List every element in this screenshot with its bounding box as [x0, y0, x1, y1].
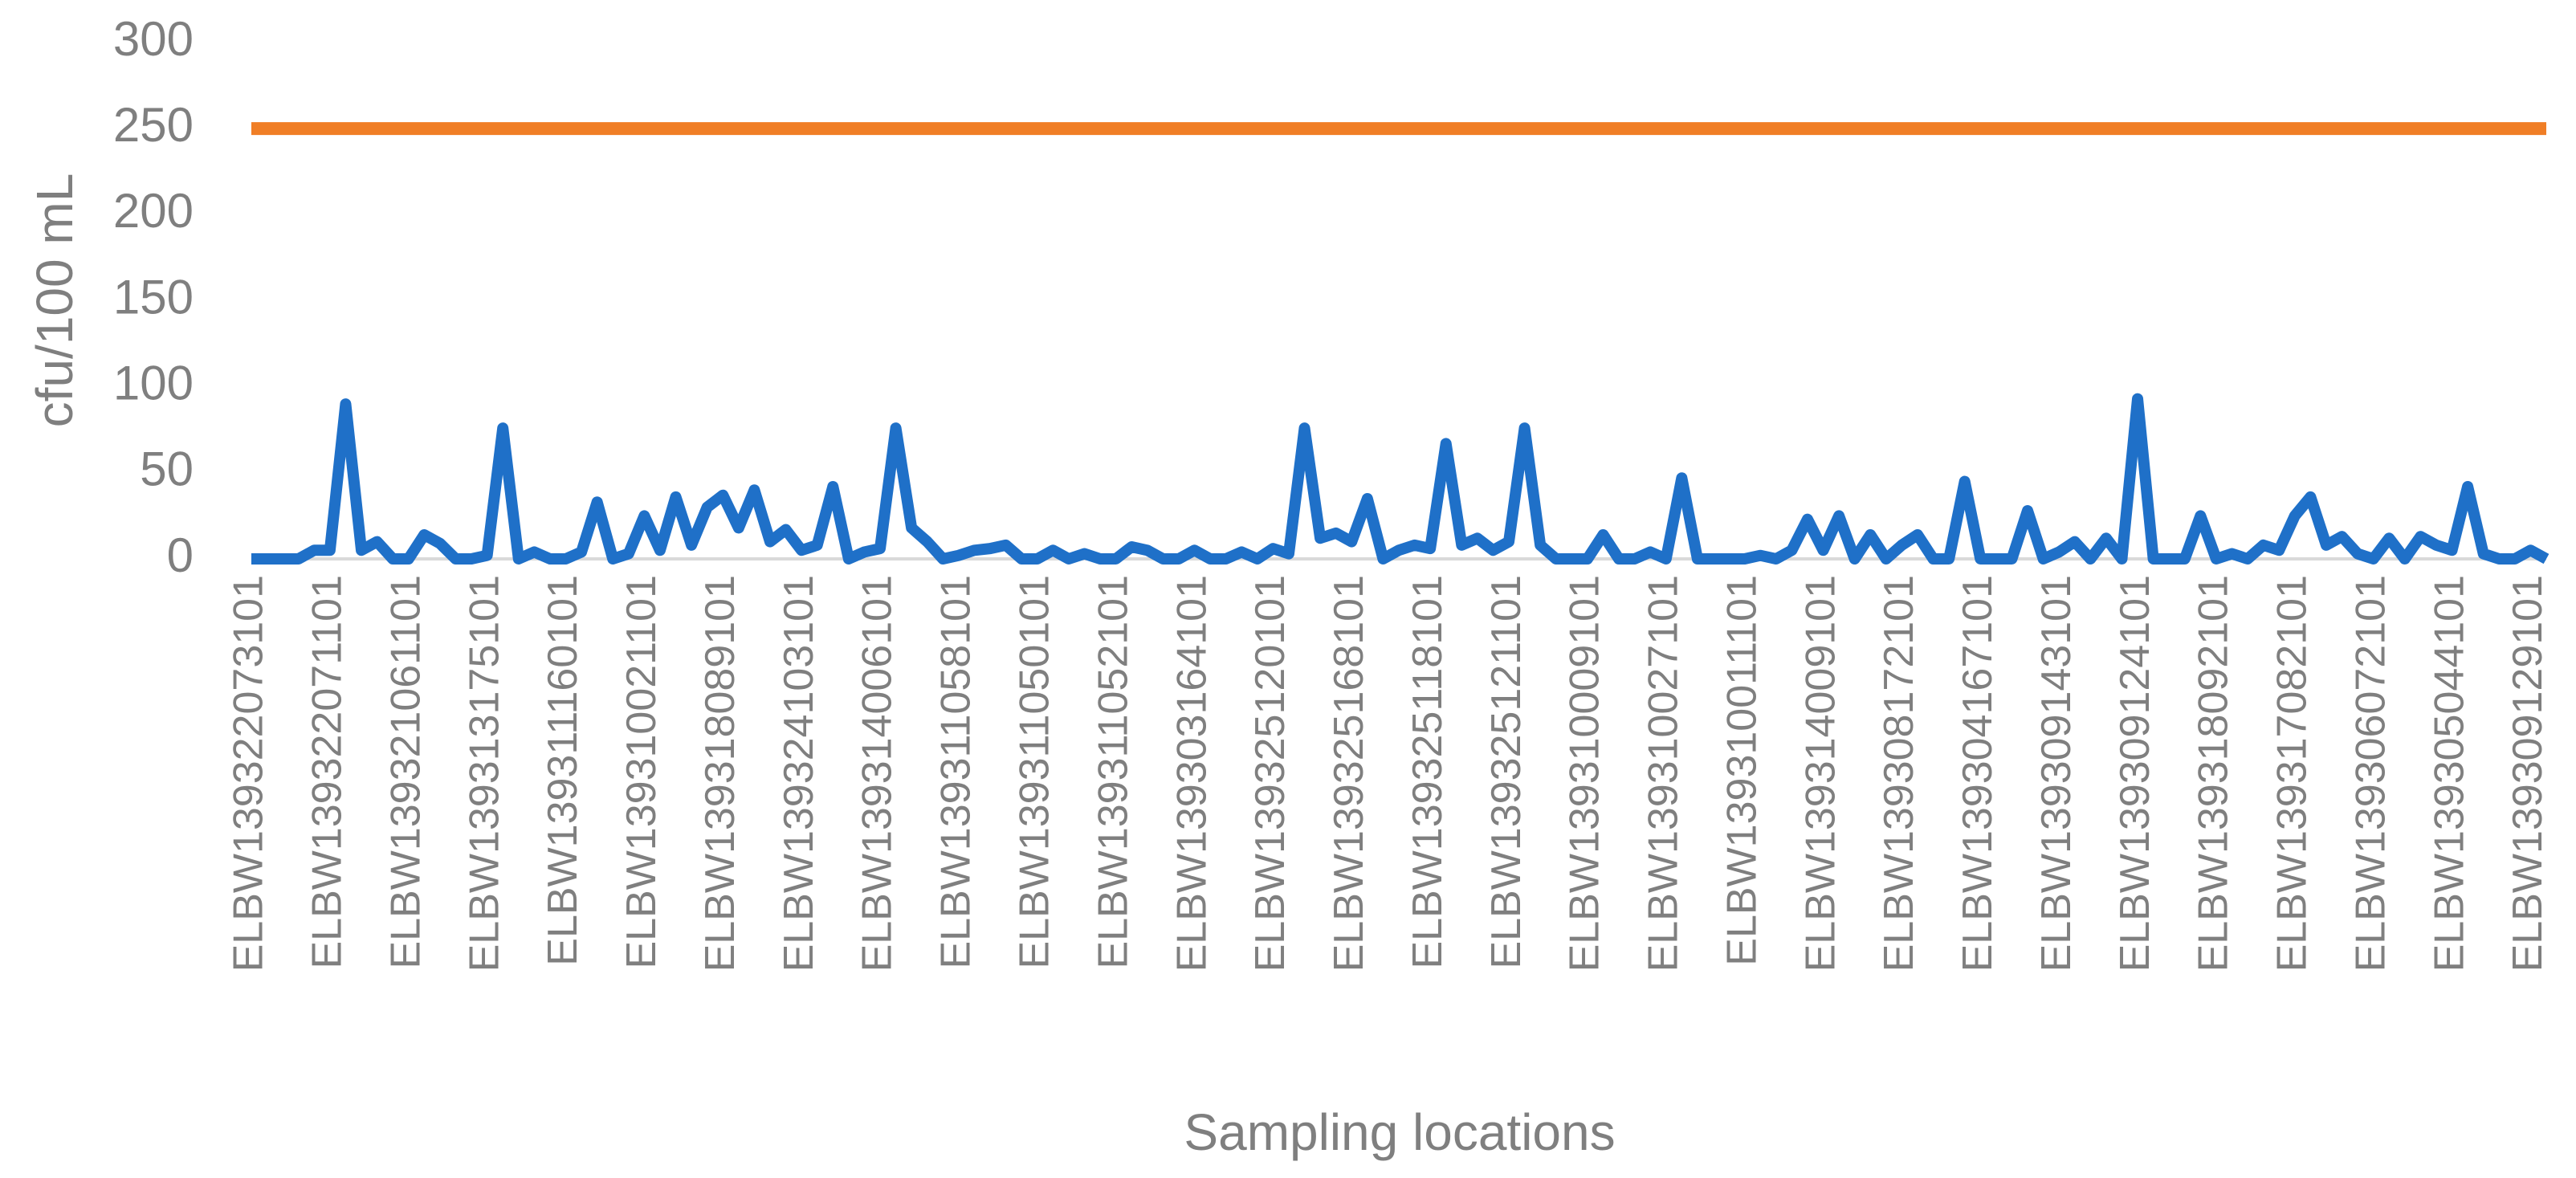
- x-tick-label: ELBW139305044101: [2426, 575, 2472, 972]
- x-tick-label: ELBW139318089101: [697, 575, 744, 972]
- x-tick-label: ELBW139303164101: [1168, 575, 1215, 972]
- y-tick-label: 0: [167, 528, 194, 582]
- y-tick-label: 250: [113, 98, 194, 152]
- x-tick-label: ELBW139325118101: [1404, 575, 1451, 969]
- x-tick-label: ELBW139306072101: [2347, 575, 2394, 972]
- x-tick-label: ELBW139308172101: [1876, 575, 1922, 972]
- x-tick-label: ELBW139311160101: [540, 575, 586, 966]
- x-tick-label: ELBW139309143101: [2033, 575, 2080, 972]
- x-tick-label: ELBW139310027101: [1641, 575, 1687, 972]
- y-tick-label: 150: [113, 270, 194, 324]
- x-tick-label: ELBW139324103101: [776, 575, 822, 972]
- y-tick-label: 300: [113, 12, 194, 66]
- x-tick-label: ELBW139325121101: [1483, 575, 1530, 969]
- x-tick-label: ELBW139325168101: [1326, 575, 1372, 972]
- x-tick-label: ELBW139304167101: [1954, 575, 2001, 972]
- x-tick-label: ELBW139310021101: [618, 575, 665, 969]
- y-tick-label: 50: [140, 442, 194, 496]
- x-tick-label: ELBW139309129101: [2505, 575, 2551, 972]
- series-line: [251, 393, 2550, 565]
- x-tick-label: ELBW139313175101: [461, 575, 507, 972]
- x-tick-label: ELBW139325120101: [1247, 575, 1294, 972]
- x-axis-title: Sampling locations: [1184, 1103, 1615, 1161]
- x-tick-label: ELBW139314009101: [1797, 575, 1844, 972]
- x-tick-label: ELBW139321061101: [382, 575, 429, 969]
- y-tick-label: 100: [113, 357, 194, 410]
- x-tick-label: ELBW139311052101: [1090, 575, 1136, 969]
- x-tick-label: ELBW139310009101: [1562, 575, 1608, 972]
- x-tick-label: ELBW139309124101: [2112, 575, 2158, 972]
- x-tick-label: ELBW139311058101: [933, 575, 980, 969]
- y-tick-label: 200: [113, 184, 194, 238]
- x-tick-label: ELBW139311050101: [1012, 575, 1058, 969]
- x-tick-label: ELBW139318092101: [2191, 575, 2237, 972]
- x-tick-label: ELBW139317082101: [2269, 575, 2316, 972]
- y-axis-title: cfu/100 mL: [26, 173, 84, 428]
- x-tick-label: ELBW139314006101: [854, 575, 901, 972]
- x-tick-label: ELBW139322073101: [226, 575, 272, 972]
- x-tick-label: ELBW139310011101: [1718, 575, 1765, 966]
- x-tick-label: ELBW139322071101: [304, 575, 351, 969]
